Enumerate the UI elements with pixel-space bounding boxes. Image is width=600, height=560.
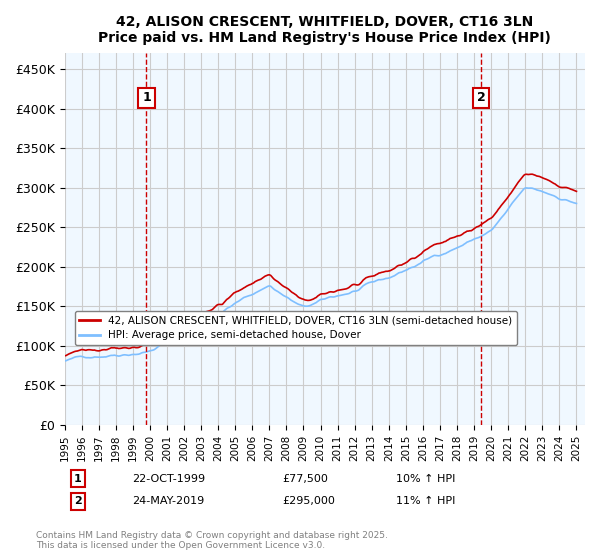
Legend: 42, ALISON CRESCENT, WHITFIELD, DOVER, CT16 3LN (semi-detached house), HPI: Aver: 42, ALISON CRESCENT, WHITFIELD, DOVER, C… (75, 311, 517, 344)
Text: 2: 2 (74, 496, 82, 506)
Text: Contains HM Land Registry data © Crown copyright and database right 2025.: Contains HM Land Registry data © Crown c… (36, 531, 388, 540)
Title: 42, ALISON CRESCENT, WHITFIELD, DOVER, CT16 3LN
Price paid vs. HM Land Registry': 42, ALISON CRESCENT, WHITFIELD, DOVER, C… (98, 15, 551, 45)
Text: 11% ↑ HPI: 11% ↑ HPI (396, 496, 455, 506)
Text: £295,000: £295,000 (282, 496, 335, 506)
Text: £77,500: £77,500 (282, 474, 328, 484)
Text: 24-MAY-2019: 24-MAY-2019 (132, 496, 204, 506)
Text: 2: 2 (476, 91, 485, 104)
Text: 1: 1 (74, 474, 82, 484)
Text: 22-OCT-1999: 22-OCT-1999 (132, 474, 205, 484)
Text: 1: 1 (142, 91, 151, 104)
Text: This data is licensed under the Open Government Licence v3.0.: This data is licensed under the Open Gov… (36, 541, 325, 550)
Text: 10% ↑ HPI: 10% ↑ HPI (396, 474, 455, 484)
